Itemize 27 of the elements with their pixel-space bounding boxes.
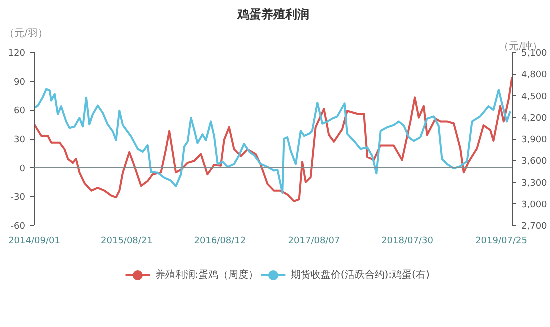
x-tick-label: 2014/09/01 bbox=[8, 236, 60, 246]
y2-tick-label: 4,500 bbox=[522, 92, 548, 102]
x-tick-label: 2017/08/07 bbox=[288, 236, 340, 246]
y-tick-label: -30 bbox=[10, 193, 26, 204]
y2-tick-label: 3,300 bbox=[522, 178, 548, 189]
y2-tick-label: 4,200 bbox=[522, 114, 548, 124]
y-axis-title: （元/羽） bbox=[4, 28, 48, 40]
y-tick-label: -60 bbox=[10, 222, 26, 232]
chart-title: 鸡蛋养殖利润 bbox=[236, 8, 310, 22]
line-series bbox=[34, 88, 512, 194]
x-tick-label: 2016/08/12 bbox=[194, 236, 246, 246]
y-tick-label: 90 bbox=[14, 78, 26, 88]
y-tick-label: 60 bbox=[14, 106, 26, 117]
y2-tick-label: 4,800 bbox=[522, 70, 548, 81]
y-tick-label: 0 bbox=[20, 164, 26, 174]
x-tick-label: 2018/07/30 bbox=[382, 236, 434, 246]
y2-tick-label: 3,600 bbox=[522, 157, 548, 168]
x-tick-label: 2015/08/21 bbox=[101, 236, 153, 246]
y-tick-label: 120 bbox=[8, 49, 26, 59]
y2-tick-label: 2,700 bbox=[522, 222, 548, 232]
y2-tick-label: 3,900 bbox=[522, 136, 548, 146]
y2-tick-label: 3,000 bbox=[522, 200, 548, 210]
legend-label: 养殖利润:蛋鸡（周度） bbox=[155, 269, 259, 281]
y-tick-label: 30 bbox=[14, 136, 26, 146]
line-series bbox=[34, 76, 512, 202]
x-tick-label: 2019/07/25 bbox=[476, 236, 528, 246]
legend-label: 期货收盘价(活跃合约):鸡蛋(右) bbox=[290, 269, 430, 281]
